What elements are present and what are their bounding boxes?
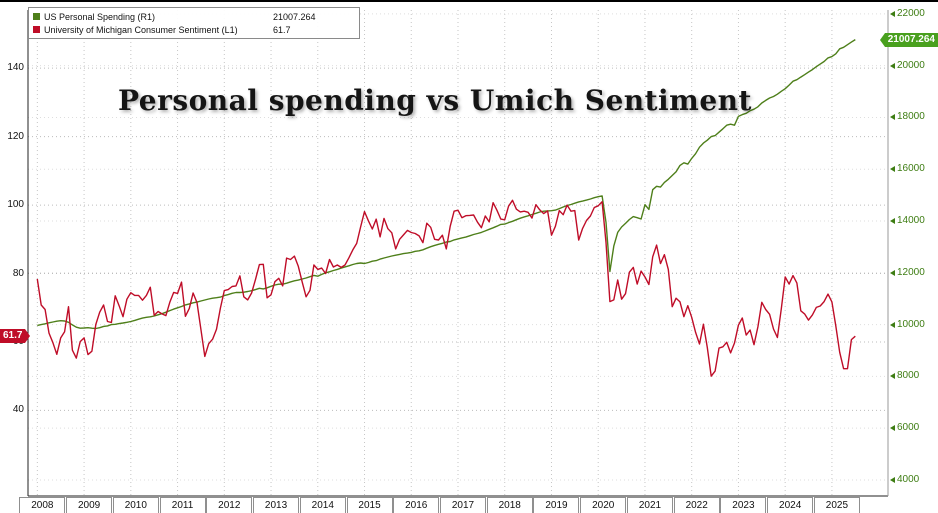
axis-tick-arrow-icon: [890, 62, 895, 69]
legend-item-personal-spending[interactable]: US Personal Spending (R1) 21007.264: [33, 10, 355, 23]
y-axis-right-tick-label: 18000: [897, 111, 925, 123]
right-axis-last-value-badge: 21007.264: [879, 32, 938, 47]
y-axis-right-tick: 12000: [890, 267, 925, 279]
x-axis-year-label: 2016: [393, 497, 440, 513]
axis-tick-arrow-icon: [890, 269, 895, 276]
y-axis-right-tick-label: 22000: [897, 7, 925, 19]
y-axis-right-tick-label: 14000: [897, 215, 925, 227]
y-axis-right-tick: 20000: [890, 60, 925, 72]
y-axis-right-tick: 8000: [890, 370, 919, 382]
legend: US Personal Spending (R1) 21007.264 Univ…: [28, 7, 360, 39]
y-axis-right-tick: 14000: [890, 215, 925, 227]
x-axis-year-label: 2010: [112, 497, 159, 513]
y-axis-right-tick-label: 4000: [897, 473, 920, 485]
y-axis-right-tick: 18000: [890, 111, 925, 123]
y-axis-left-tick-label: 80: [12, 267, 24, 279]
y-axis-right-tick: 4000: [890, 474, 919, 486]
x-axis-year-label: 2012: [206, 497, 253, 513]
axis-tick-arrow-icon: [890, 10, 895, 17]
spending-series-line: [37, 39, 856, 330]
x-axis-year-label: 2021: [626, 497, 673, 513]
y-axis-right-tick-label: 20000: [897, 59, 925, 71]
x-axis-year-label: 2008: [19, 497, 66, 513]
x-axis-year-label: 2024: [767, 497, 814, 513]
x-axis-year-label: 2025: [813, 497, 860, 513]
y-axis-right-tick: 6000: [890, 422, 919, 434]
x-axis-year-label: 2019: [533, 497, 580, 513]
y-axis-right-tick-label: 10000: [897, 318, 925, 330]
legend-label-spending: US Personal Spending (R1): [44, 11, 156, 22]
x-axis-year-label: 2023: [720, 497, 767, 513]
x-axis-year-label: 2015: [346, 497, 393, 513]
axis-tick-arrow-icon: [890, 373, 895, 380]
y-axis-left-tick-label: 120: [7, 130, 24, 142]
y-axis-right-tick-label: 16000: [897, 163, 925, 175]
axis-tick-arrow-icon: [890, 114, 895, 121]
y-axis-left-tick-label: 140: [7, 62, 24, 74]
y-axis-right-tick: 16000: [890, 163, 925, 175]
x-axis-year-label: 2014: [299, 497, 346, 513]
y-axis-left-tick-label: 100: [7, 199, 24, 211]
legend-item-umich-sentiment[interactable]: University of Michigan Consumer Sentimen…: [33, 23, 355, 36]
y-axis-left-tick-label: 40: [12, 404, 24, 416]
y-axis-right-tick-label: 12000: [897, 266, 925, 278]
legend-value-spending: 21007.264: [273, 11, 316, 22]
x-axis-year-label: 2017: [440, 497, 486, 513]
x-axis-year-label: 2022: [673, 497, 720, 513]
y-axis-right-tick-label: 8000: [897, 370, 920, 382]
x-axis-year-label: 2011: [159, 497, 206, 513]
left-axis-last-value-badge: 61.7: [0, 329, 32, 344]
x-axis-year-label: 2009: [66, 497, 113, 513]
y-axis-right-tick: 22000: [890, 8, 925, 20]
sentiment-series-line: [36, 199, 856, 377]
axis-tick-arrow-icon: [890, 321, 895, 328]
x-axis-year-label: 2018: [486, 497, 533, 513]
y-axis-right-tick-label: 6000: [897, 422, 920, 434]
chart-title: Personal spending vs Umich Sentiment: [118, 84, 752, 117]
axis-tick-arrow-icon: [890, 476, 895, 483]
y-axis-right-tick: 10000: [890, 319, 925, 331]
x-axis-year-label: 2013: [253, 497, 300, 513]
x-axis-year-label: 2020: [580, 497, 627, 513]
legend-value-sentiment: 61.7: [273, 24, 291, 35]
legend-swatch-spending: [33, 13, 40, 20]
legend-label-sentiment: University of Michigan Consumer Sentimen…: [44, 24, 238, 35]
axis-tick-arrow-icon: [890, 425, 895, 432]
legend-swatch-sentiment: [33, 26, 40, 33]
axis-tick-arrow-icon: [890, 166, 895, 173]
axis-tick-arrow-icon: [890, 218, 895, 225]
